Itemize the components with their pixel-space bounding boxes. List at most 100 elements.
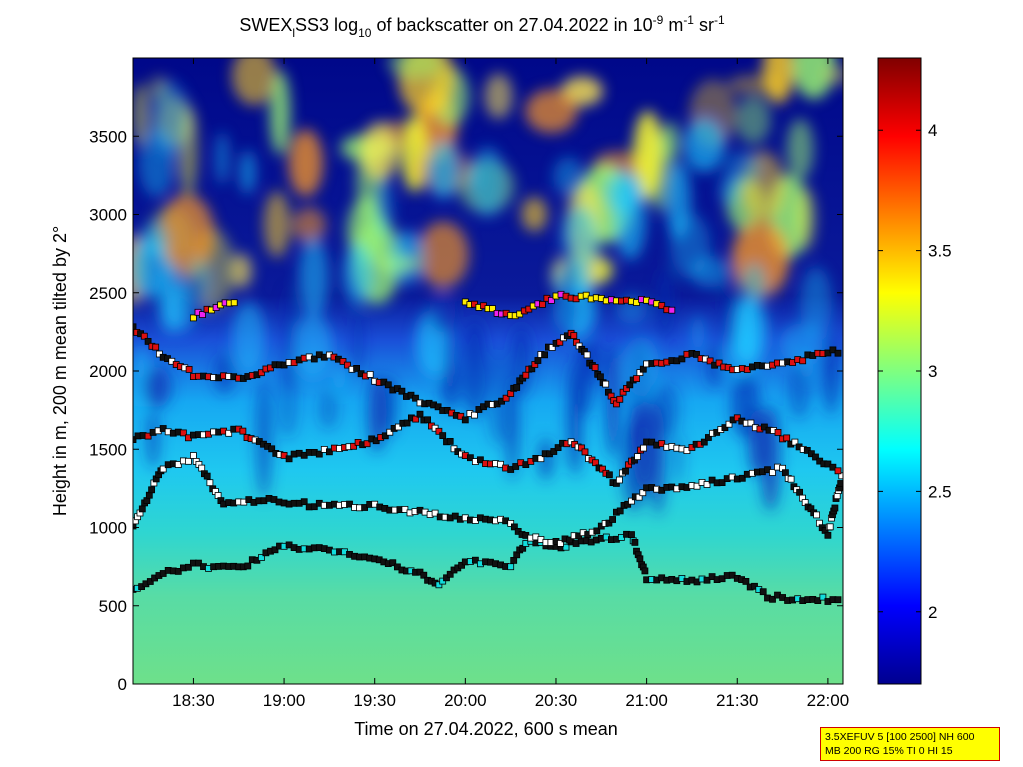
layer-marker xyxy=(381,432,389,440)
layer-marker xyxy=(133,436,137,444)
layer-marker xyxy=(769,595,776,603)
backscatter-blob xyxy=(417,221,469,288)
x-tick-label: 22:00 xyxy=(807,691,850,710)
layer-marker xyxy=(539,300,546,308)
backscatter-blob xyxy=(292,314,333,380)
backscatter-blob xyxy=(470,146,506,217)
layer-marker xyxy=(497,460,505,468)
layer-marker xyxy=(435,581,443,589)
backscatter-blob xyxy=(427,140,460,200)
layer-marker xyxy=(703,481,711,488)
layer-marker xyxy=(616,476,623,484)
backscatter-blob xyxy=(823,65,843,86)
layer-marker xyxy=(831,504,839,512)
backscatter-blob xyxy=(672,432,685,487)
y-tick-label: 2000 xyxy=(89,362,127,381)
colorbar-tick-label: 4 xyxy=(928,121,937,140)
x-tick-label: 20:30 xyxy=(535,691,578,710)
layer-marker xyxy=(759,588,767,596)
layer-marker xyxy=(599,465,606,473)
backscatter-blob xyxy=(553,156,584,196)
backscatter-blob xyxy=(146,409,160,469)
layer-marker xyxy=(471,556,479,564)
backscatter-blob xyxy=(389,230,426,286)
backscatter-blob xyxy=(375,176,394,239)
layer-marker xyxy=(796,488,803,496)
layer-marker xyxy=(386,428,394,436)
layer-marker xyxy=(616,507,624,515)
layer-marker xyxy=(593,527,601,535)
backscatter-blob xyxy=(628,334,652,446)
layer-marker xyxy=(184,563,192,571)
y-tick-label: 3500 xyxy=(89,127,127,146)
backscatter-blob xyxy=(787,362,811,419)
layer-marker xyxy=(439,432,447,440)
layer-marker xyxy=(658,440,666,448)
layer-marker xyxy=(824,531,832,539)
layer-marker xyxy=(705,434,712,441)
backscatter-blob xyxy=(387,58,443,80)
backscatter-blob xyxy=(461,317,488,418)
layer-marker xyxy=(416,410,424,418)
backscatter-blob xyxy=(231,58,277,106)
layer-marker xyxy=(353,364,361,372)
layer-marker xyxy=(774,428,782,436)
backscatter-blob xyxy=(650,398,666,516)
layer-marker xyxy=(435,427,443,435)
layer-marker xyxy=(554,444,562,452)
layer-marker xyxy=(556,338,564,346)
colorbar-ticks: 2 2.5 3 3.5 4 xyxy=(878,121,952,622)
layer-marker xyxy=(268,445,276,453)
colorbar-tick-label: 3.5 xyxy=(928,242,952,261)
backscatter-blob xyxy=(429,290,456,333)
y-tick-label: 1000 xyxy=(89,519,127,538)
layer-marker xyxy=(626,381,634,389)
layer-marker xyxy=(179,429,187,437)
layer-marker xyxy=(578,444,585,452)
layer-marker xyxy=(325,448,333,456)
backscatter-blob xyxy=(691,314,705,353)
backscatter-blob xyxy=(800,266,832,340)
backscatter-blob xyxy=(606,170,642,214)
layer-marker xyxy=(412,415,420,423)
backscatter-blob xyxy=(215,131,230,185)
heatmap xyxy=(133,58,843,684)
backscatter-blob xyxy=(741,263,767,308)
layer-marker xyxy=(703,576,711,584)
y-tick-label: 500 xyxy=(99,597,127,616)
x-tick-label: 19:00 xyxy=(263,691,306,710)
layer-marker xyxy=(550,448,558,455)
backscatter-blob xyxy=(142,366,172,408)
layer-marker xyxy=(144,337,152,345)
layer-marker xyxy=(446,437,454,445)
backscatter-blob xyxy=(521,196,548,232)
x-tick-label: 20:00 xyxy=(444,691,487,710)
layer-marker xyxy=(206,479,214,487)
layer-marker xyxy=(502,394,510,402)
backscatter-blob xyxy=(747,407,767,476)
layer-marker xyxy=(548,296,555,304)
backscatter-blob xyxy=(367,374,387,453)
backscatter-blob xyxy=(510,324,533,398)
layer-marker xyxy=(140,332,148,340)
backscatter-blob xyxy=(133,83,149,147)
layer-marker xyxy=(148,486,156,494)
layer-marker xyxy=(837,480,843,487)
layer-marker xyxy=(628,531,635,538)
backscatter-blob xyxy=(823,332,839,415)
layer-marker xyxy=(146,578,154,585)
layer-marker xyxy=(641,567,649,575)
layer-marker xyxy=(513,384,521,391)
backscatter-blob xyxy=(683,118,726,173)
layer-marker xyxy=(718,479,726,487)
backscatter-blob xyxy=(232,301,266,375)
layer-marker xyxy=(602,380,610,388)
layer-marker xyxy=(639,489,647,497)
layer-marker xyxy=(725,420,733,428)
layer-marker xyxy=(791,438,799,446)
backscatter-blob xyxy=(133,237,169,299)
layer-marker xyxy=(541,351,548,359)
info-line-1: 3.5XEFUV 5 [100 2500] NH 600 xyxy=(825,731,975,743)
x-tick-label: 19:30 xyxy=(353,691,396,710)
